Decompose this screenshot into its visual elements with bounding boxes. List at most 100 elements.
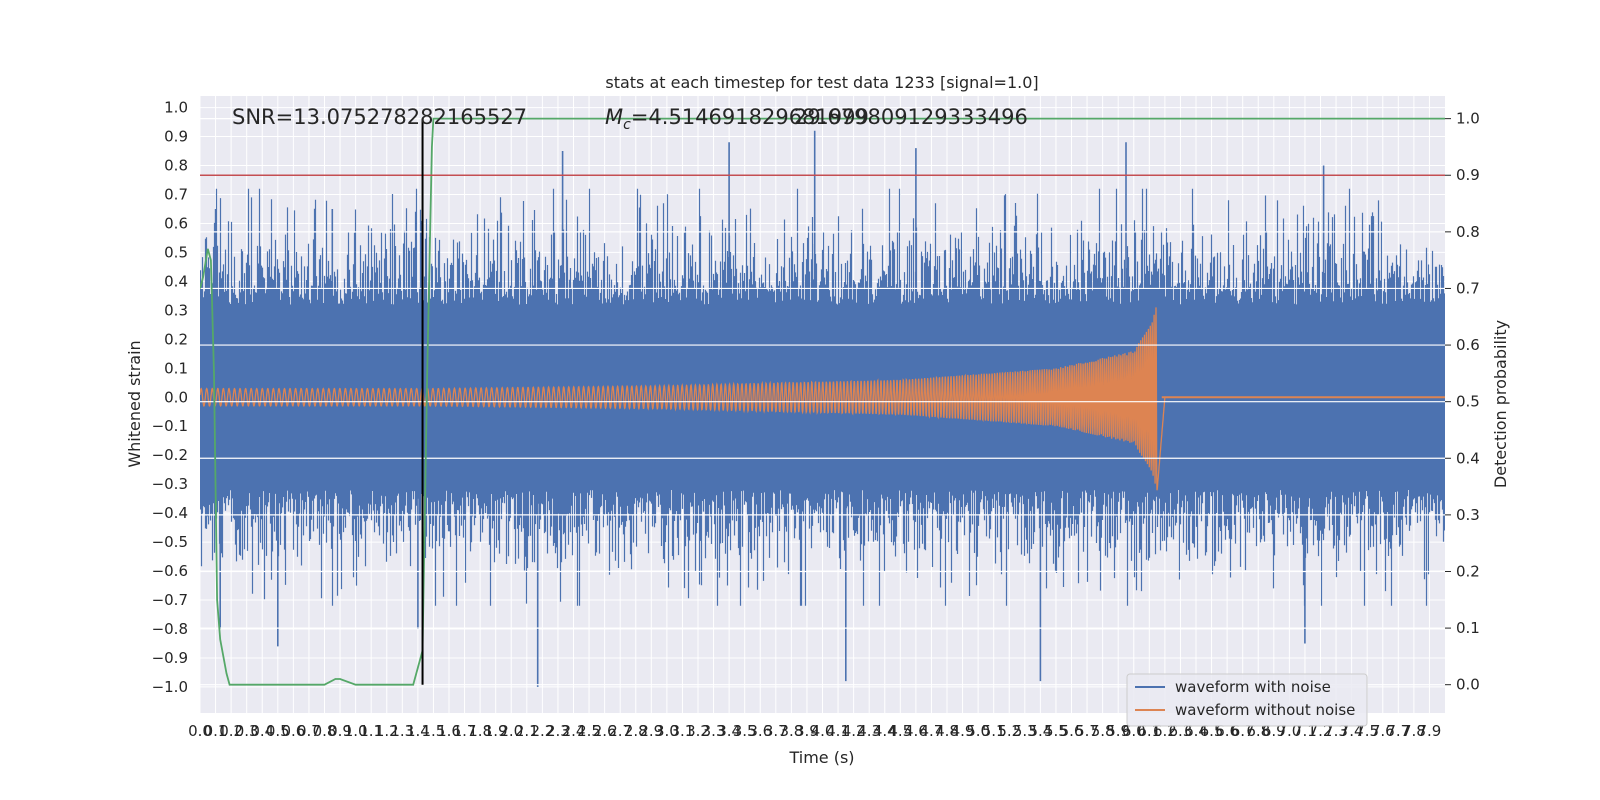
noise-peak-spikes [214, 130, 1325, 687]
x-tick-label: 2.7 [608, 722, 632, 740]
series-detection-probability [200, 117, 1445, 686]
x-tick-label: 2.3 [546, 722, 570, 740]
x-tick-label: 0.5 [266, 722, 290, 740]
y2-tick-label: 0.9 [1456, 166, 1480, 184]
x-tick-label: 4.1 [826, 722, 850, 740]
x-tick-label: 3.8 [779, 722, 803, 740]
y-axis-label: Whitened strain [125, 340, 144, 467]
y2-tick-label: 0.7 [1456, 279, 1480, 297]
x-tick-label: 5.2 [997, 722, 1021, 740]
y-tick-label: −0.4 [152, 504, 188, 522]
y-tick-label: 1.0 [164, 99, 188, 117]
x-tick-label: 0.3 [235, 722, 259, 740]
x-tick-label: 0.8 [313, 722, 337, 740]
y2-tick-label: 0.8 [1456, 223, 1480, 241]
y-tick-label: −0.8 [152, 620, 188, 638]
y2-tick-label: 0.4 [1456, 449, 1480, 467]
x-tick-label: 7.9 [1418, 722, 1442, 740]
snr-annotation: SNR=13.075278282165527 [232, 105, 527, 129]
y-tick-label: −0.1 [152, 417, 188, 435]
y2-tick-label: 0.5 [1456, 393, 1480, 411]
y2-axis-ticks: 1.0 0.9 0.8 0.7 0.6 0.5 0.4 0.3 0.2 0.1 0.0 [1445, 110, 1480, 694]
y-tick-label: 0.2 [164, 330, 188, 348]
x-tick-label: 4.5 [888, 722, 912, 740]
x-tick-label: 3.0 [655, 722, 679, 740]
y-tick-label: −0.9 [152, 649, 188, 667]
x-tick-label: 5.7 [1075, 722, 1099, 740]
y2-tick-label: 0.1 [1456, 619, 1480, 637]
x-tick-label: 3.7 [764, 722, 788, 740]
x-tick-label: 0.4 [250, 722, 274, 740]
x-tick-label: 2.9 [639, 722, 663, 740]
x-tick-label: 2.2 [530, 722, 554, 740]
y2-tick-label: 1.0 [1456, 110, 1480, 128]
x-tick-label: 5.3 [1013, 722, 1037, 740]
x-tick-label: 2.4 [562, 722, 586, 740]
x-tick-label: 3.9 [795, 722, 819, 740]
y-tick-label: −0.6 [152, 562, 188, 580]
x-axis-label: Time (s) [788, 748, 854, 767]
chirp-mass-annotation: Mc=4.514691829681999 [605, 105, 869, 133]
y-tick-label: 0.5 [164, 243, 188, 261]
y-axis-ticks: 1.0 0.9 0.8 0.7 0.6 0.5 0.4 0.3 0.2 0.1 0.0 −0.1 −0.… [152, 99, 188, 696]
y-tick-label: −0.3 [152, 475, 188, 493]
y-tick-label: −0.7 [152, 591, 188, 609]
x-tick-label: 5.6 [1060, 722, 1084, 740]
x-tick-label: 1.0 [344, 722, 368, 740]
x-tick-label: 1.3 [390, 722, 414, 740]
x-tick-label: 0.6 [281, 722, 305, 740]
x-tick-label: 7.6 [1371, 722, 1395, 740]
x-axis-ticks: 0.00.10.20.30.40.50.60.70.80.91.01.11.21… [188, 722, 1441, 740]
y2-tick-label: 0.3 [1456, 506, 1480, 524]
x-tick-label: 0.0 [188, 722, 212, 740]
x-tick-label: 2.0 [499, 722, 523, 740]
x-tick-label: 7.8 [1402, 722, 1426, 740]
x-tick-label: 5.1 [982, 722, 1006, 740]
x-tick-label: 4.6 [904, 722, 928, 740]
x-tick-label: 4.2 [842, 722, 866, 740]
x-tick-label: 5.9 [1106, 722, 1130, 740]
y2-axis-label: Detection probability [1491, 320, 1510, 488]
x-tick-label: 0.1 [204, 722, 228, 740]
x-tick-label: 2.6 [593, 722, 617, 740]
x-tick-label: 5.8 [1091, 722, 1115, 740]
y-tick-label: 0.9 [164, 128, 188, 146]
x-tick-label: 3.5 [733, 722, 757, 740]
x-tick-label: 0.7 [297, 722, 321, 740]
x-tick-label: 4.7 [920, 722, 944, 740]
y2-tick-label: 0.0 [1456, 676, 1480, 694]
legend-label-clean: waveform without noise [1175, 701, 1355, 719]
x-tick-label: 4.0 [811, 722, 835, 740]
x-tick-label: 4.4 [873, 722, 897, 740]
x-tick-label: 2.1 [515, 722, 539, 740]
x-tick-label: 5.4 [1028, 722, 1052, 740]
x-tick-label: 1.6 [437, 722, 461, 740]
x-tick-label: 3.1 [671, 722, 695, 740]
x-tick-label: 3.2 [686, 722, 710, 740]
y2-tick-label: 0.6 [1456, 336, 1480, 354]
detection-probability-line [200, 117, 1445, 686]
x-tick-label: 0.9 [328, 722, 352, 740]
x-tick-label: 2.8 [624, 722, 648, 740]
legend-box [1126, 673, 1368, 727]
x-tick-label: 5.5 [1044, 722, 1068, 740]
x-tick-label: 1.9 [484, 722, 508, 740]
x-tick-label: 3.6 [748, 722, 772, 740]
y-tick-label: −1.0 [152, 678, 188, 696]
x-tick-label: 0.2 [219, 722, 243, 740]
overlap-annotation: 29.679809129333496 [794, 105, 1028, 129]
x-tick-label: 4.3 [857, 722, 881, 740]
y-tick-label: 0.1 [164, 359, 188, 377]
y-tick-label: 0.6 [164, 214, 188, 232]
x-tick-label: 4.8 [935, 722, 959, 740]
y-tick-label: 0.7 [164, 185, 188, 203]
x-tick-label: 7.7 [1386, 722, 1410, 740]
y-tick-label: 0.8 [164, 157, 188, 175]
x-tick-label: 4.9 [951, 722, 975, 740]
y2-tick-label: 0.2 [1456, 562, 1480, 580]
legend: waveform with noise waveform without noi… [1126, 673, 1368, 727]
chart-title: stats at each timestep for test data 123… [605, 73, 1038, 92]
x-tick-label: 1.5 [422, 722, 446, 740]
x-tick-label: 3.4 [717, 722, 741, 740]
